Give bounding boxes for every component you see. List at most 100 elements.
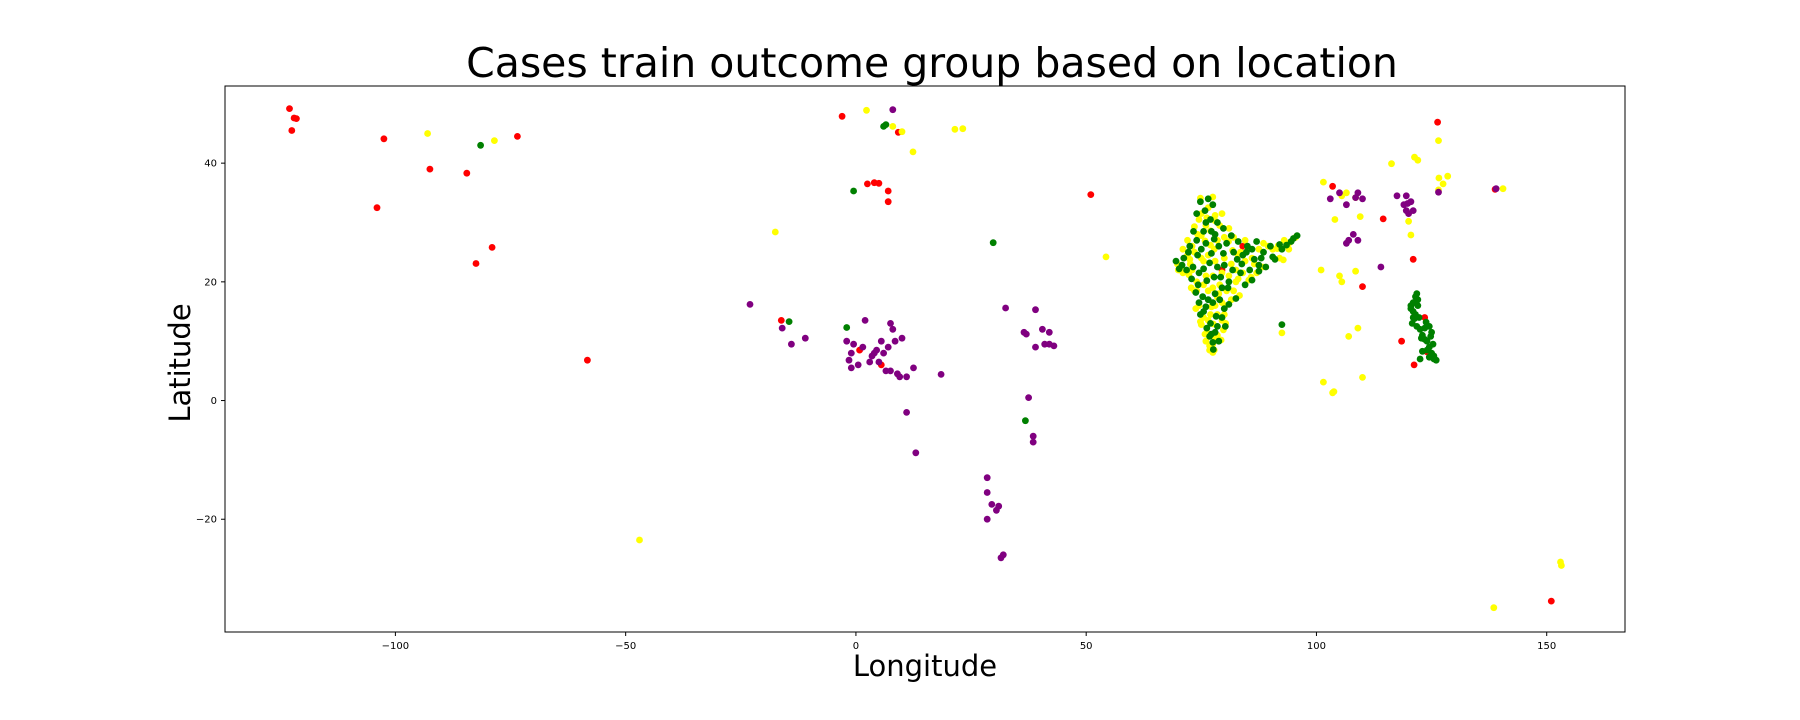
data-point <box>988 501 996 508</box>
data-point <box>1195 216 1203 223</box>
data-point <box>864 180 871 188</box>
data-point <box>884 187 892 195</box>
data-point <box>1189 263 1197 271</box>
data-point <box>909 148 917 156</box>
data-point <box>1419 347 1426 355</box>
data-point <box>1172 257 1180 265</box>
data-point <box>1227 260 1235 268</box>
data-point <box>1293 232 1301 240</box>
data-point <box>1329 182 1336 190</box>
data-point <box>1180 254 1188 262</box>
data-point <box>1025 394 1032 401</box>
data-point <box>889 106 897 114</box>
data-point <box>1229 266 1236 274</box>
data-point <box>1220 225 1227 232</box>
data-point <box>1343 201 1350 209</box>
data-point <box>937 371 945 378</box>
data-point <box>983 515 991 523</box>
data-point <box>1354 189 1362 197</box>
data-point <box>1204 195 1212 203</box>
data-point <box>778 324 786 332</box>
x-axis-ticks: −100 −50 0 50 100 150 <box>382 632 1556 652</box>
data-point <box>1398 337 1405 345</box>
data-point <box>1407 302 1415 309</box>
data-point <box>1188 275 1195 283</box>
data-point <box>1414 302 1422 309</box>
data-point <box>1209 299 1217 306</box>
data-point <box>1262 263 1270 271</box>
data-point <box>1200 228 1207 235</box>
data-point <box>1192 289 1200 296</box>
data-point <box>1212 312 1220 320</box>
data-point <box>491 137 498 145</box>
points-layer <box>286 105 1565 612</box>
data-point <box>861 317 869 324</box>
data-point <box>1343 189 1350 197</box>
data-point <box>1253 238 1260 245</box>
data-point <box>1230 248 1237 256</box>
data-point <box>1194 281 1202 289</box>
data-point <box>859 343 867 351</box>
data-point <box>1223 239 1230 247</box>
data-point <box>1179 245 1187 253</box>
data-point <box>1197 318 1204 325</box>
data-point <box>1409 255 1417 263</box>
data-point <box>1320 178 1327 186</box>
data-point <box>843 337 851 345</box>
data-point <box>1317 266 1325 274</box>
data-point <box>887 367 894 375</box>
data-point <box>896 373 904 381</box>
x-tick-label: −100 <box>382 641 409 652</box>
data-point <box>873 346 880 354</box>
data-point <box>1211 257 1219 265</box>
data-point <box>898 128 906 136</box>
data-point <box>1209 284 1217 292</box>
data-point <box>1183 266 1190 274</box>
data-point <box>1349 231 1357 238</box>
data-point <box>1434 118 1441 126</box>
data-point <box>1227 232 1235 240</box>
data-point <box>1199 293 1207 301</box>
data-point <box>1208 250 1215 257</box>
data-point <box>1214 219 1221 226</box>
x-tick-label: −50 <box>615 641 636 652</box>
data-point <box>997 554 1005 562</box>
y-tick-label: −20 <box>196 515 217 526</box>
data-point <box>1405 217 1412 225</box>
data-point <box>1352 267 1359 275</box>
y-tick-label: 40 <box>204 159 217 170</box>
data-point <box>1195 269 1203 277</box>
data-point <box>1220 305 1228 312</box>
data-point <box>1209 339 1217 346</box>
chart-title: Cases train outcome group based on locat… <box>466 39 1398 87</box>
data-point <box>1331 216 1339 223</box>
data-point <box>1218 284 1226 292</box>
data-point <box>1216 296 1224 304</box>
data-point <box>1269 253 1277 261</box>
data-point <box>1345 333 1353 340</box>
data-point <box>863 106 870 114</box>
data-point <box>746 301 754 308</box>
data-point <box>884 198 892 206</box>
data-point <box>293 115 300 122</box>
data-point <box>472 260 480 267</box>
data-point <box>1407 231 1415 239</box>
data-point <box>1359 195 1366 203</box>
data-point <box>951 125 959 133</box>
x-axis-label: Longitude <box>853 649 997 683</box>
data-point <box>1234 275 1242 283</box>
data-point <box>983 489 991 496</box>
data-point <box>1032 306 1039 314</box>
data-point <box>1326 195 1334 203</box>
data-point <box>983 474 991 482</box>
data-point <box>843 324 851 331</box>
data-point <box>1194 251 1201 259</box>
data-point <box>889 325 897 333</box>
data-point <box>1200 265 1207 273</box>
data-point <box>426 165 434 173</box>
data-point <box>1330 388 1338 395</box>
data-point <box>1345 236 1353 244</box>
data-point <box>1241 281 1249 289</box>
data-point <box>584 356 591 364</box>
data-point <box>995 502 1003 510</box>
